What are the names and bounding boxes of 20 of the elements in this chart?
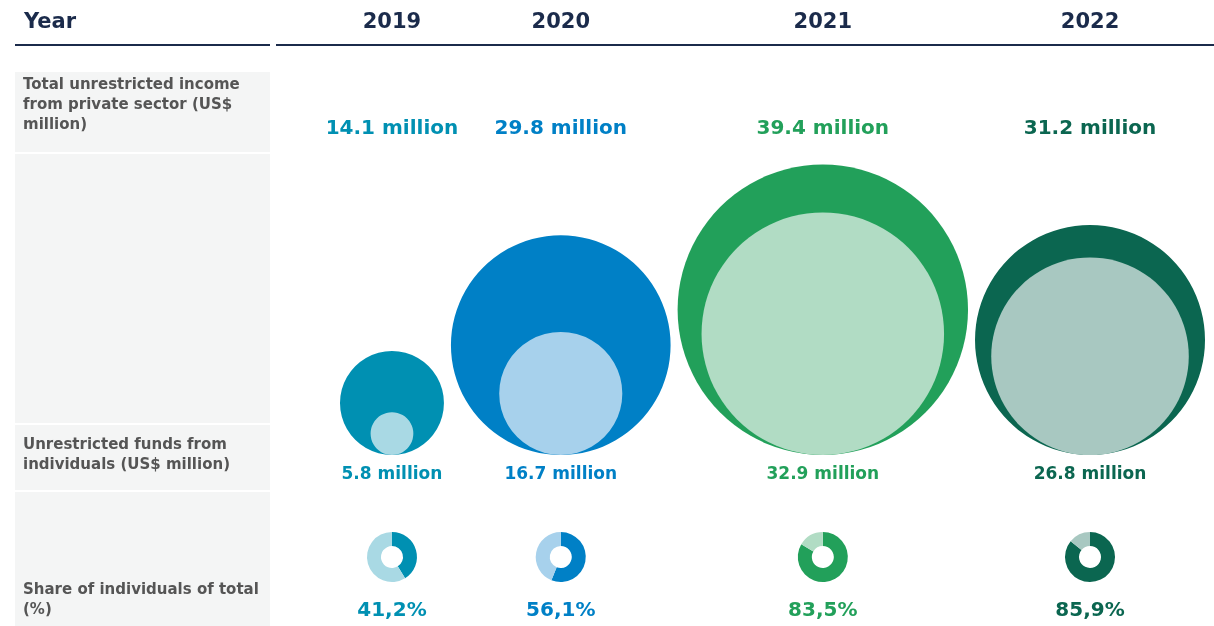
data-label: 5.8 million — [341, 463, 443, 483]
data-label: 41,2% — [357, 597, 427, 621]
data-label: 16.7 million — [504, 463, 618, 483]
data-label: 29.8 million — [494, 115, 628, 139]
text: Total unrestricted income from private sector (US$ million) — [23, 74, 241, 134]
category-label: 2021 — [793, 8, 853, 33]
category-label: 2022 — [1060, 8, 1120, 33]
data-label: 14.1 million — [325, 115, 459, 139]
text: Share of individuals of total (%) — [23, 579, 260, 619]
data-label: 85,9% — [1055, 597, 1125, 621]
category-label: 2020 — [531, 8, 590, 33]
data-label: 56,1% — [526, 597, 596, 621]
data-label: 83,5% — [788, 597, 858, 621]
data-label: 32.9 million — [766, 463, 880, 483]
text: Unrestricted funds from individuals (US$ million) — [23, 434, 231, 474]
data-label: 31.2 million — [1023, 115, 1157, 139]
data-label: 26.8 million — [1033, 463, 1147, 483]
text: Year — [23, 8, 77, 33]
category-label: 2019 — [362, 8, 422, 33]
data-label: 39.4 million — [756, 115, 890, 139]
